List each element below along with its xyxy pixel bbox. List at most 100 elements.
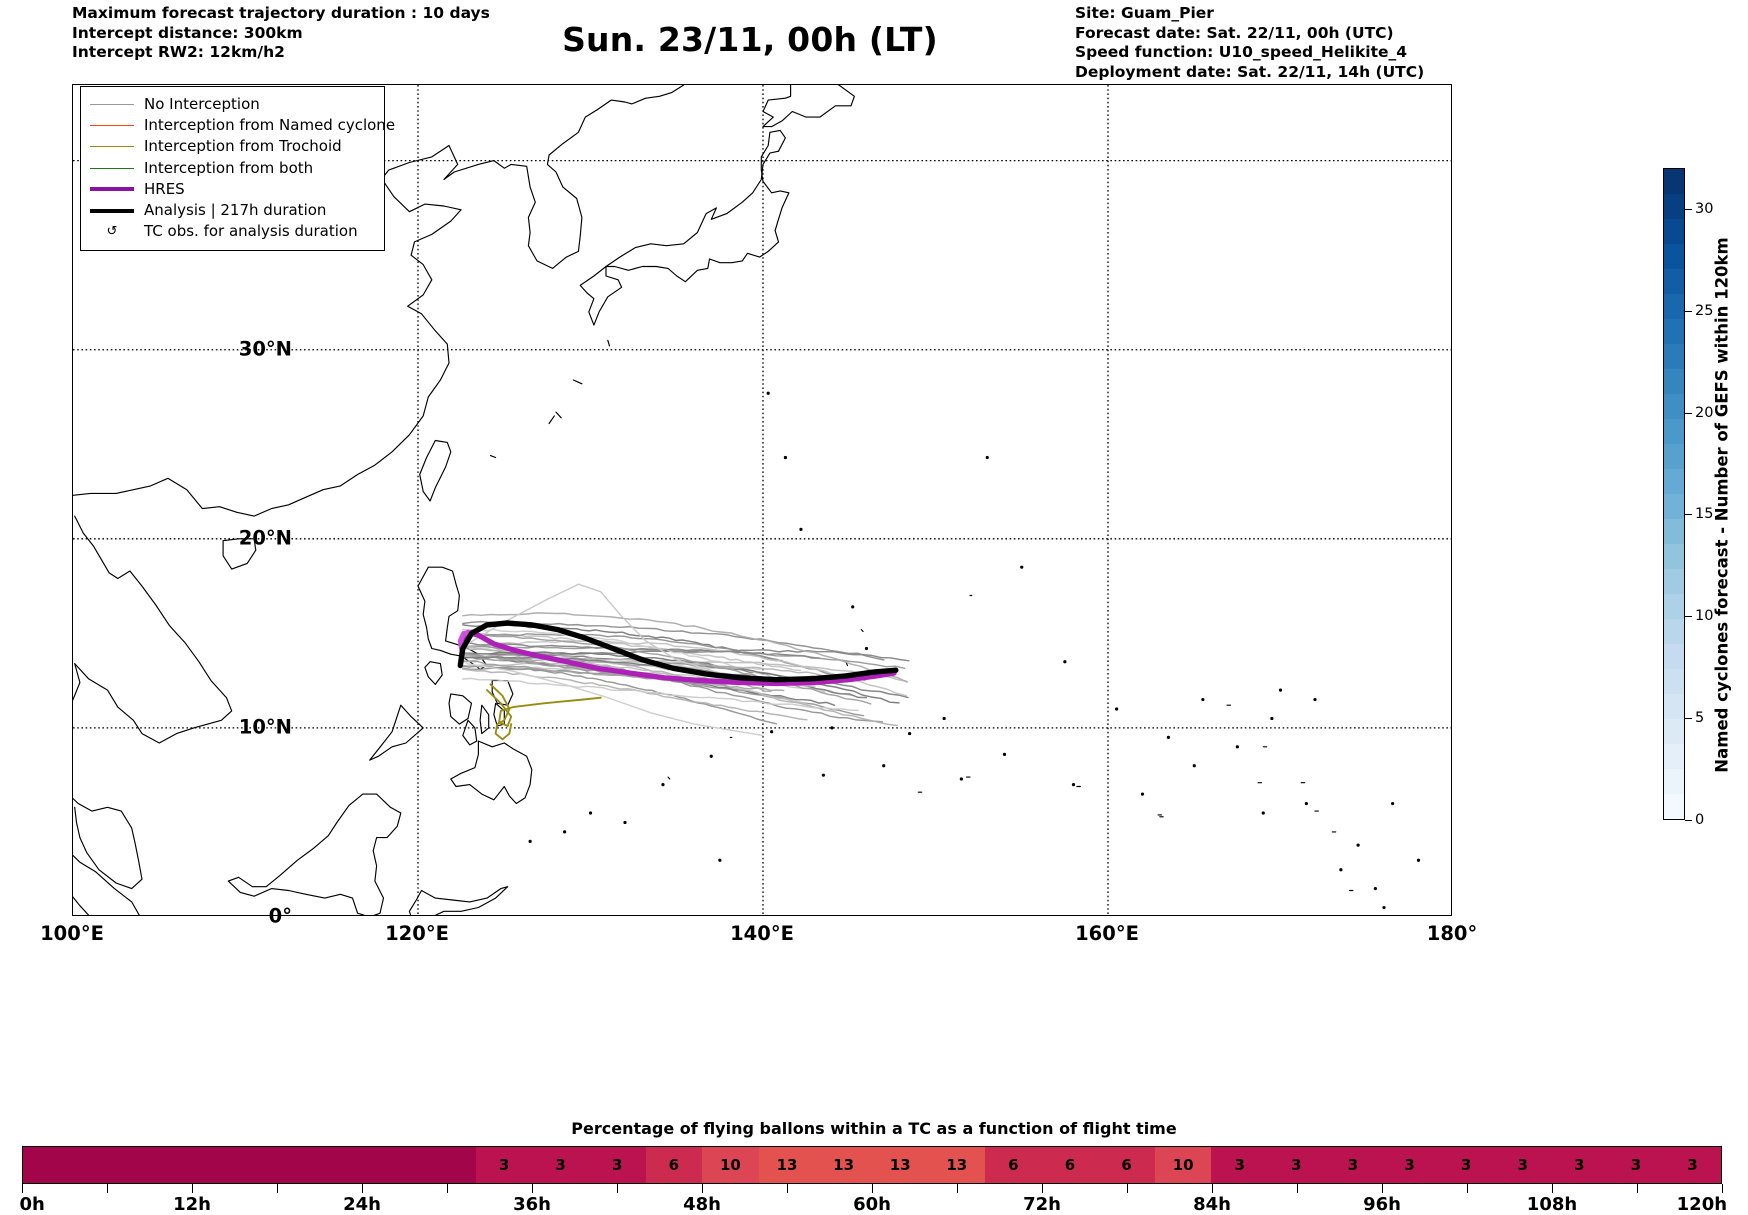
colorbar-segment — [1664, 644, 1684, 669]
percentage-cell[interactable]: 13 — [758, 1147, 816, 1183]
legend-item-3[interactable]: Interception from both — [89, 158, 376, 179]
coastline-path — [448, 693, 473, 725]
time-tickmark — [872, 1184, 873, 1193]
tc-observation-icon: ↺ — [89, 225, 135, 238]
time-tickmark — [1042, 1184, 1043, 1193]
percentage-cell[interactable]: 6 — [1098, 1147, 1155, 1183]
percentage-cell[interactable]: 3 — [1607, 1147, 1665, 1183]
time-tickmark — [957, 1184, 958, 1193]
island-dot — [718, 858, 722, 862]
island-dot — [942, 716, 946, 721]
percentage-cell[interactable]: 3 — [1551, 1147, 1608, 1183]
island-dot — [882, 764, 886, 768]
percentage-cell[interactable]: 3 — [1268, 1147, 1325, 1183]
time-tick-label: 24h — [343, 1194, 381, 1215]
legend-item-5[interactable]: Analysis | 217h duration — [89, 200, 376, 221]
colorbar-segment — [1664, 619, 1684, 644]
trajectory-no-interception — [462, 665, 778, 725]
percentage-cell[interactable] — [79, 1147, 137, 1183]
map-legend[interactable]: No Interception Interception from Named c… — [80, 86, 395, 252]
legend-line-swatch — [89, 125, 135, 127]
percentage-cell[interactable]: 10 — [1154, 1147, 1212, 1183]
percentage-cell[interactable]: 3 — [588, 1147, 646, 1183]
colorbar-segment — [1664, 319, 1684, 345]
island-dot — [783, 455, 788, 460]
percentage-cell[interactable] — [192, 1147, 250, 1183]
trajectory-no-interception — [462, 677, 859, 712]
colorbar-tick-label: 20 — [1695, 404, 1714, 421]
trajectory-no-interception — [462, 655, 809, 706]
island-dot — [1020, 565, 1024, 569]
percentage-cell[interactable] — [419, 1147, 476, 1183]
percentage-cell[interactable]: 3 — [475, 1147, 533, 1183]
percentage-cell[interactable]: 3 — [1494, 1147, 1552, 1183]
percentage-cell[interactable]: 6 — [1041, 1147, 1099, 1183]
legend-item-2[interactable]: Interception from Trochoid — [89, 136, 376, 157]
island-dot — [1002, 752, 1007, 756]
coastline-path — [762, 85, 855, 128]
percentage-cell[interactable]: 3 — [1437, 1147, 1495, 1183]
colorbar-segment — [1664, 744, 1684, 769]
legend-item-6[interactable]: ↺ TC obs. for analysis duration — [89, 221, 376, 242]
page-title: Sun. 23/11, 00h (LT) — [562, 20, 938, 59]
island-dot — [528, 839, 532, 843]
island-dot — [1313, 697, 1317, 702]
coastline-path — [73, 515, 233, 890]
percentage-cell[interactable]: 3 — [1664, 1147, 1721, 1183]
percentage-cell[interactable]: 3 — [1211, 1147, 1269, 1183]
coastline-path — [489, 455, 497, 459]
percentage-cell[interactable]: 10 — [702, 1147, 759, 1183]
coastline-path — [548, 415, 555, 425]
legend-color-line — [90, 146, 134, 148]
percentage-bar[interactable]: 3 3 3 6 10 13 13 13 13 6 6 6 10 3 3 3 3 3 3 3 3 3 — [22, 1146, 1722, 1184]
coastline-path — [579, 129, 790, 326]
gefs-colorbar[interactable]: 0 5 10 15 20 25 30 — [1663, 168, 1713, 828]
latitude-tick-0: 0° — [268, 904, 292, 928]
colorbar-tick-label: 15 — [1695, 506, 1714, 523]
colorbar-tick-label: 0 — [1695, 812, 1705, 828]
coastline-path — [419, 439, 452, 502]
island-dot — [623, 820, 627, 825]
forecast-date-label: Forecast date: Sat. 22/11, 00h (UTC) — [1075, 23, 1394, 42]
legend-color-line — [90, 208, 134, 213]
percentage-cell[interactable]: 3 — [1324, 1147, 1382, 1183]
coastline-path — [493, 109, 598, 269]
percentage-cell[interactable] — [136, 1147, 193, 1183]
island-dot — [1373, 887, 1377, 891]
legend-item-label: Interception from Named cyclone — [144, 116, 396, 135]
percentage-cell[interactable]: 13 — [928, 1147, 986, 1183]
time-tickmark — [1382, 1184, 1383, 1193]
percentage-cell[interactable]: 13 — [815, 1147, 872, 1183]
colorbar-title: Named cyclones forecast - Number of GEFS… — [1712, 237, 1732, 773]
legend-line-swatch — [89, 187, 135, 192]
percentage-cell[interactable]: 3 — [1381, 1147, 1438, 1183]
island-dot — [661, 783, 665, 787]
percentage-cell[interactable] — [362, 1147, 420, 1183]
island-dot — [1304, 801, 1308, 806]
coastline-path — [73, 854, 140, 915]
percentage-cell[interactable] — [23, 1147, 80, 1183]
legend-item-label: Analysis | 217h duration — [144, 201, 327, 220]
island-dot — [1063, 660, 1067, 664]
percentage-cell[interactable]: 3 — [532, 1147, 589, 1183]
percentage-cell[interactable]: 13 — [871, 1147, 929, 1183]
percentage-cell[interactable] — [305, 1147, 363, 1183]
colorbar-segment — [1664, 269, 1684, 294]
latitude-tick-20N: 20°N — [238, 526, 292, 550]
island-dot — [770, 730, 774, 734]
colorbar-segment — [1664, 294, 1684, 319]
colorbar-segment — [1664, 794, 1684, 819]
trajectory-no-interception — [462, 633, 850, 681]
colorbar-segment — [1664, 719, 1684, 744]
island-dot — [1339, 868, 1343, 872]
percentage-cell[interactable]: 6 — [645, 1147, 703, 1183]
coastline-path — [479, 704, 490, 735]
percentage-cell[interactable]: 6 — [985, 1147, 1042, 1183]
legend-item-1[interactable]: Interception from Named cyclone — [89, 115, 395, 136]
island-dot — [985, 455, 989, 460]
legend-line-swatch — [89, 146, 135, 148]
legend-item-4[interactable]: HRES — [89, 179, 376, 200]
percentage-cell[interactable] — [249, 1147, 306, 1183]
legend-item-0[interactable]: No Interception — [89, 94, 376, 115]
legend-line-swatch — [89, 208, 135, 213]
